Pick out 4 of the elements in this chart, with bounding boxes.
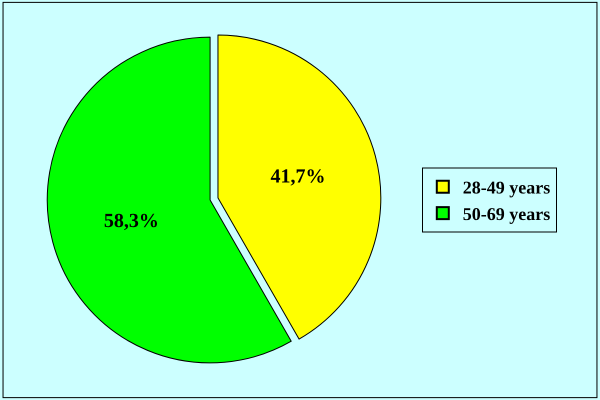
legend-label: 28-49 years xyxy=(462,178,550,198)
data-label: 58,3% xyxy=(104,210,159,232)
legend-label: 50-69 years xyxy=(462,204,550,224)
data-label: 41,7% xyxy=(270,166,326,188)
